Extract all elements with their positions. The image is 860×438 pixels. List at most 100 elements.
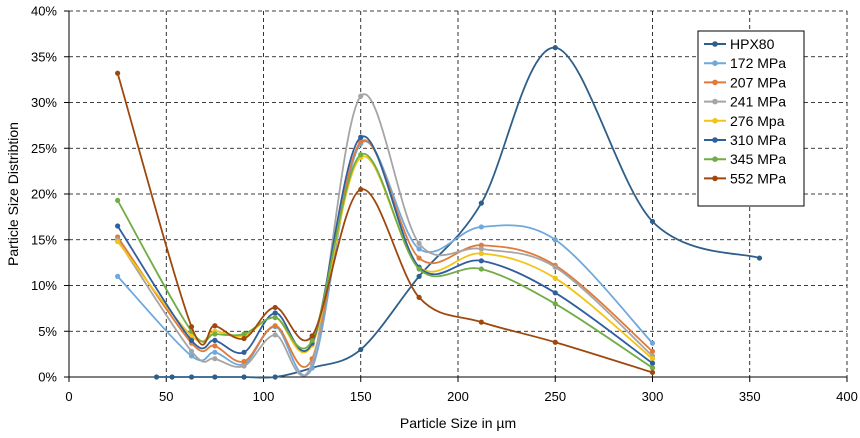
- data-point: [416, 294, 422, 300]
- data-point: [241, 335, 247, 342]
- data-point: [309, 333, 315, 339]
- series-line: [116, 153, 653, 369]
- data-point: [649, 360, 656, 366]
- data-point: [212, 331, 218, 337]
- data-point: [649, 365, 656, 371]
- data-point: [416, 266, 422, 272]
- data-point: [358, 186, 364, 193]
- series-4: [115, 154, 656, 362]
- data-point: [309, 360, 315, 366]
- data-point: [358, 152, 364, 158]
- data-point: [241, 349, 247, 355]
- x-tick-label: 400: [836, 389, 858, 404]
- data-point: [478, 258, 484, 264]
- data-point: [115, 223, 121, 229]
- legend-item: 172 MPa: [704, 55, 786, 71]
- x-axis-title: Particle Size in µm: [400, 415, 516, 431]
- data-point: [115, 273, 121, 279]
- data-point: [272, 310, 278, 316]
- legend-item: 310 MPa: [704, 132, 786, 148]
- legend: HPX80 172 MPa 207 MPa 241 MPa 276 Mpa 310 MPa…: [697, 30, 805, 207]
- data-point: [188, 324, 195, 330]
- legend-label: 207 MPa: [730, 74, 786, 90]
- data-point: [552, 339, 558, 345]
- data-point: [478, 246, 484, 252]
- legend-marker: [712, 118, 718, 124]
- x-tick-label: 50: [159, 389, 173, 404]
- legend-marker: [712, 137, 718, 143]
- legend-marker: [712, 175, 718, 182]
- series-line: [116, 140, 654, 377]
- legend-label: HPX80: [730, 36, 775, 52]
- data-point: [241, 374, 247, 380]
- series-line: [116, 135, 654, 364]
- legend-label: 552 MPa: [730, 170, 786, 186]
- series-line: [116, 72, 653, 374]
- data-point: [649, 369, 656, 376]
- x-tick-label: 250: [544, 389, 566, 404]
- data-point: [272, 374, 278, 380]
- data-point: [188, 337, 195, 343]
- x-tick-label: 200: [447, 389, 469, 404]
- data-point: [552, 290, 558, 296]
- data-point: [212, 343, 218, 349]
- data-point: [478, 200, 484, 206]
- grid: [69, 10, 848, 377]
- data-point: [478, 266, 484, 272]
- data-point: [478, 250, 484, 257]
- data-point: [115, 238, 121, 245]
- data-point: [358, 346, 364, 353]
- legend-label: 345 MPa: [730, 151, 786, 167]
- data-point: [188, 374, 195, 380]
- legend-marker: [712, 98, 718, 105]
- data-point: [188, 348, 195, 354]
- data-point: [188, 353, 195, 359]
- y-tick-label: 5%: [38, 324, 57, 339]
- data-point: [212, 323, 218, 329]
- data-point: [358, 93, 364, 99]
- x-tick-label: 150: [350, 389, 372, 404]
- data-point: [478, 224, 484, 230]
- data-point: [478, 242, 484, 248]
- series-3: [115, 93, 656, 377]
- tick-labels: 0 50 100 150 200 250 300 350 400 0% 5% 10% 15% 20% 25%…: [31, 4, 858, 405]
- data-point: [358, 134, 364, 140]
- data-point: [649, 356, 656, 362]
- data-point: [552, 264, 558, 270]
- legend-label: 241 MPa: [730, 94, 786, 110]
- legend-marker: [712, 79, 718, 86]
- legend-item: 241 MPa: [704, 94, 786, 110]
- data-point: [552, 237, 558, 243]
- data-point: [241, 358, 247, 365]
- data-point: [756, 255, 763, 261]
- legend-item: 345 MPa: [704, 151, 786, 167]
- series-line: [116, 93, 654, 377]
- data-point: [169, 374, 175, 380]
- legend-marker: [712, 156, 718, 162]
- data-point: [649, 348, 656, 354]
- data-point: [649, 340, 656, 346]
- legend-marker: [712, 41, 718, 47]
- series-line: [116, 155, 654, 360]
- data-point: [552, 45, 558, 51]
- x-tick-label: 350: [739, 389, 761, 404]
- data-point: [212, 356, 218, 362]
- data-point: [552, 275, 558, 281]
- legend-item: 207 MPa: [704, 74, 786, 90]
- data-point: [272, 314, 278, 321]
- y-tick-label: 35%: [31, 49, 57, 64]
- legend-item: HPX80: [704, 36, 775, 52]
- legend-label: 172 MPa: [730, 55, 786, 71]
- data-point: [241, 331, 247, 337]
- legend-item: 552 MPa: [704, 170, 786, 186]
- data-point: [272, 332, 278, 338]
- data-point: [416, 255, 422, 261]
- series-0: [153, 45, 763, 380]
- y-tick-label: 0%: [38, 370, 57, 385]
- data-point: [115, 70, 121, 76]
- data-point: [649, 218, 656, 225]
- data-point: [272, 323, 278, 329]
- data-point: [478, 319, 484, 325]
